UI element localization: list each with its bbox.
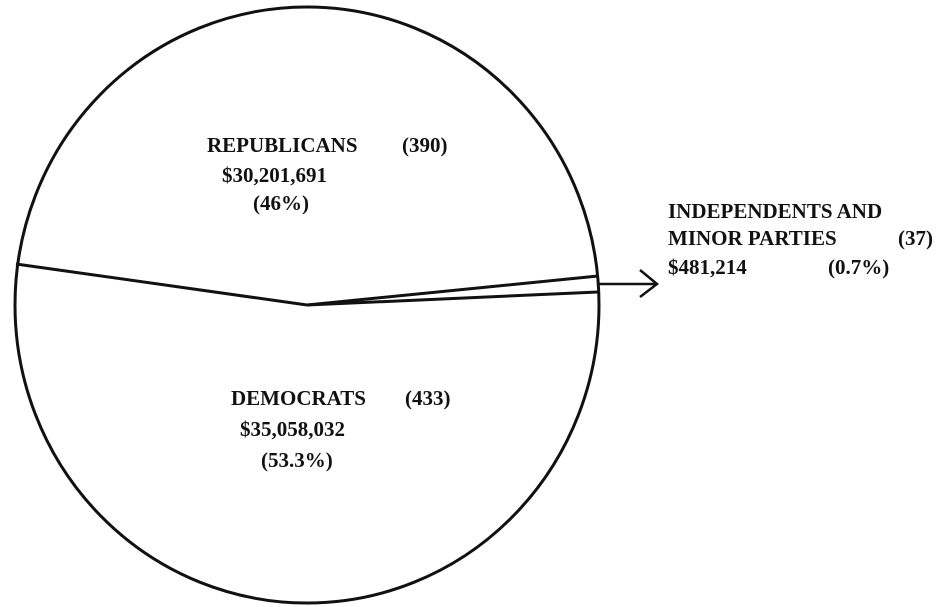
independents-arrow-head bbox=[639, 269, 660, 298]
republicans-label: REPUBLICANS bbox=[207, 133, 358, 157]
independents-label-line1: INDEPENDENTS AND bbox=[668, 199, 882, 223]
democrats-percent: (53.3%) bbox=[261, 448, 333, 472]
independents-amount: $481,214 bbox=[668, 255, 747, 279]
democrats-count: (433) bbox=[405, 386, 451, 410]
republicans-amount: $30,201,691 bbox=[222, 163, 327, 187]
independents-percent: (0.7%) bbox=[828, 255, 889, 279]
pie-outline bbox=[13, 5, 601, 605]
republicans-percent: (46%) bbox=[253, 191, 309, 215]
independents-count: (37) bbox=[898, 226, 933, 250]
democrats-amount: $35,058,032 bbox=[240, 417, 345, 441]
democrats-label: DEMOCRATS bbox=[231, 386, 366, 410]
independents-label-line2: MINOR PARTIES bbox=[668, 226, 837, 250]
republicans-count: (390) bbox=[402, 133, 448, 157]
slice-boundary-republican-independent bbox=[306, 274, 599, 307]
slice-boundary-independent-democrat bbox=[306, 290, 599, 307]
slice-boundary-republican-democrat bbox=[15, 262, 308, 307]
